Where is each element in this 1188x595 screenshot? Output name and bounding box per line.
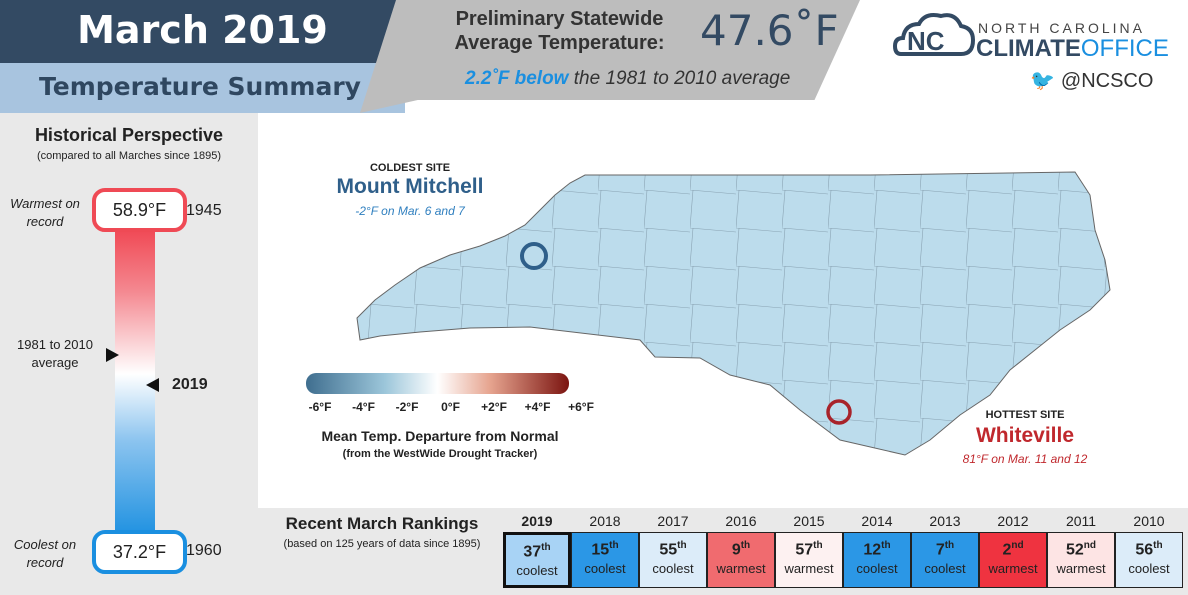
ranking-rank: 15th bbox=[591, 540, 619, 559]
ranking-year: 2015 bbox=[793, 513, 825, 529]
ranking-rank: 7th bbox=[935, 540, 955, 559]
coolest-label: Coolest on record bbox=[13, 537, 77, 570]
ranking-direction: warmest bbox=[1056, 561, 1106, 577]
ranking-direction: warmest bbox=[784, 561, 834, 577]
legend-subtitle: (from the WestWide Drought Tracker) bbox=[342, 448, 538, 460]
ranking-cell: 52nd warmest bbox=[1047, 532, 1115, 588]
current-year-label: 2019 bbox=[172, 376, 208, 393]
legend-tick-label: -4°F bbox=[352, 400, 375, 414]
statewide-average-temp: 47.6˚F bbox=[700, 6, 839, 55]
current-year-marker-icon bbox=[146, 378, 159, 392]
hottest-site-marker-icon bbox=[826, 399, 852, 425]
hottest-site-detail: 81°F on Mar. 11 and 12 bbox=[962, 452, 1088, 466]
ranking-year: 2010 bbox=[1133, 513, 1165, 529]
ranking-direction: coolest bbox=[856, 561, 898, 577]
header-gray-banner bbox=[405, 0, 860, 100]
nc-state-shape bbox=[356, 171, 1111, 456]
ranking-direction: coolest bbox=[516, 563, 558, 579]
coolest-year: 1960 bbox=[186, 542, 222, 559]
ranking-rank: 55th bbox=[659, 540, 687, 559]
logo-text-top: NORTH CAROLINA bbox=[978, 20, 1145, 36]
legend-tick-label: -6°F bbox=[308, 400, 332, 414]
warmest-value: 58.9°F bbox=[92, 188, 187, 232]
coldest-site-header: COLDEST SITE bbox=[369, 162, 451, 174]
ranking-cell: 37th coolest bbox=[503, 532, 571, 588]
ranking-rank: 12th bbox=[863, 540, 891, 559]
ranking-direction: warmest bbox=[716, 561, 766, 577]
departure-emphasis: 2.2˚F below bbox=[465, 68, 569, 89]
ranking-year: 2012 bbox=[997, 513, 1029, 529]
page-subtitle: Temperature Summary bbox=[39, 72, 361, 101]
hottest-site-header: HOTTEST SITE bbox=[985, 409, 1065, 421]
ranking-direction: coolest bbox=[1128, 561, 1170, 577]
ranking-year: 2011 bbox=[1065, 513, 1097, 529]
historical-title: Historical Perspective bbox=[34, 125, 224, 145]
ranking-direction: coolest bbox=[652, 561, 694, 577]
ranking-rank: 2nd bbox=[1002, 540, 1024, 559]
historical-subtitle: (compared to all Marches since 1895) bbox=[36, 150, 222, 162]
ranking-rank: 57th bbox=[795, 540, 823, 559]
logo-climate: CLIMATE bbox=[976, 35, 1081, 62]
rankings-subtitle: (based on 125 years of data since 1895) bbox=[283, 538, 481, 550]
logo-text-bottom: CLIMATEOFFICE bbox=[976, 35, 1169, 63]
ranking-direction: coolest bbox=[584, 561, 626, 577]
legend-tick-label: +6°F bbox=[568, 400, 594, 414]
ranking-cell: 7th coolest bbox=[911, 532, 979, 588]
page-title: March 2019 bbox=[77, 8, 328, 52]
ranking-cell: 9th warmest bbox=[707, 532, 775, 588]
legend-color-bar bbox=[306, 373, 569, 394]
departure-rest: the 1981 to 2010 average bbox=[568, 68, 791, 89]
twitter-bird-icon: 🐦 bbox=[1030, 70, 1055, 92]
warmest-label: Warmest on record bbox=[10, 196, 80, 229]
coolest-value: 37.2°F bbox=[92, 530, 187, 574]
coldest-site-name: Mount Mitchell bbox=[336, 175, 484, 198]
coldest-site-marker-icon bbox=[520, 242, 548, 270]
legend-tick-label: 0°F bbox=[441, 400, 460, 414]
rankings-title: Recent March Rankings bbox=[285, 514, 479, 533]
warmest-year: 1945 bbox=[186, 202, 222, 219]
ranking-cell: 56th coolest bbox=[1115, 532, 1183, 588]
twitter-handle-link[interactable]: 🐦 @NCSCO bbox=[1030, 68, 1153, 93]
legend-tick-label: +4°F bbox=[524, 400, 551, 414]
ranking-year: 2013 bbox=[929, 513, 961, 529]
ranking-direction: coolest bbox=[924, 561, 966, 577]
departure-line: 2.2˚F below the 1981 to 2010 average bbox=[465, 68, 790, 90]
ranking-cell: 12th coolest bbox=[843, 532, 911, 588]
header-subtitle-banner bbox=[0, 63, 405, 113]
ranking-year: 2017 bbox=[657, 513, 689, 529]
ranking-rank: 52nd bbox=[1065, 540, 1096, 559]
average-marker-icon bbox=[106, 348, 119, 362]
ranking-year: 2016 bbox=[725, 513, 757, 529]
average-label: 1981 to 2010 average bbox=[17, 337, 93, 370]
ranking-cell: 2nd warmest bbox=[979, 532, 1047, 588]
ranking-cell: 55th coolest bbox=[639, 532, 707, 588]
ranking-direction: warmest bbox=[988, 561, 1038, 577]
ranking-cell: 15th coolest bbox=[571, 532, 639, 588]
legend-tick-label: -2°F bbox=[395, 400, 419, 414]
ranking-rank: 37th bbox=[523, 542, 551, 561]
svg-text:NC: NC bbox=[907, 26, 945, 56]
ranking-cell: 57th warmest bbox=[775, 532, 843, 588]
twitter-handle: @NCSCO bbox=[1060, 70, 1154, 92]
nc-climate-office-logo-icon: NC bbox=[893, 13, 975, 56]
legend-tick-label: +2°F bbox=[481, 400, 507, 414]
ranking-year: 2018 bbox=[589, 513, 621, 529]
ranking-rank: 56th bbox=[1135, 540, 1163, 559]
header-title-banner bbox=[0, 0, 405, 63]
coldest-site-detail: -2°F on Mar. 6 and 7 bbox=[355, 204, 465, 218]
ranking-year: 2014 bbox=[861, 513, 893, 529]
ranking-rank: 9th bbox=[731, 540, 751, 559]
legend-title: Mean Temp. Departure from Normal bbox=[321, 428, 559, 444]
logo-office: OFFICE bbox=[1080, 35, 1169, 62]
hottest-site-name: Whiteville bbox=[975, 424, 1075, 447]
nc-departure-map bbox=[356, 171, 1111, 456]
ranking-year: 2019 bbox=[521, 513, 553, 529]
temperature-gradient-bar bbox=[115, 208, 155, 540]
prelim-label: Preliminary Statewide Average Temperatur… bbox=[454, 8, 665, 54]
